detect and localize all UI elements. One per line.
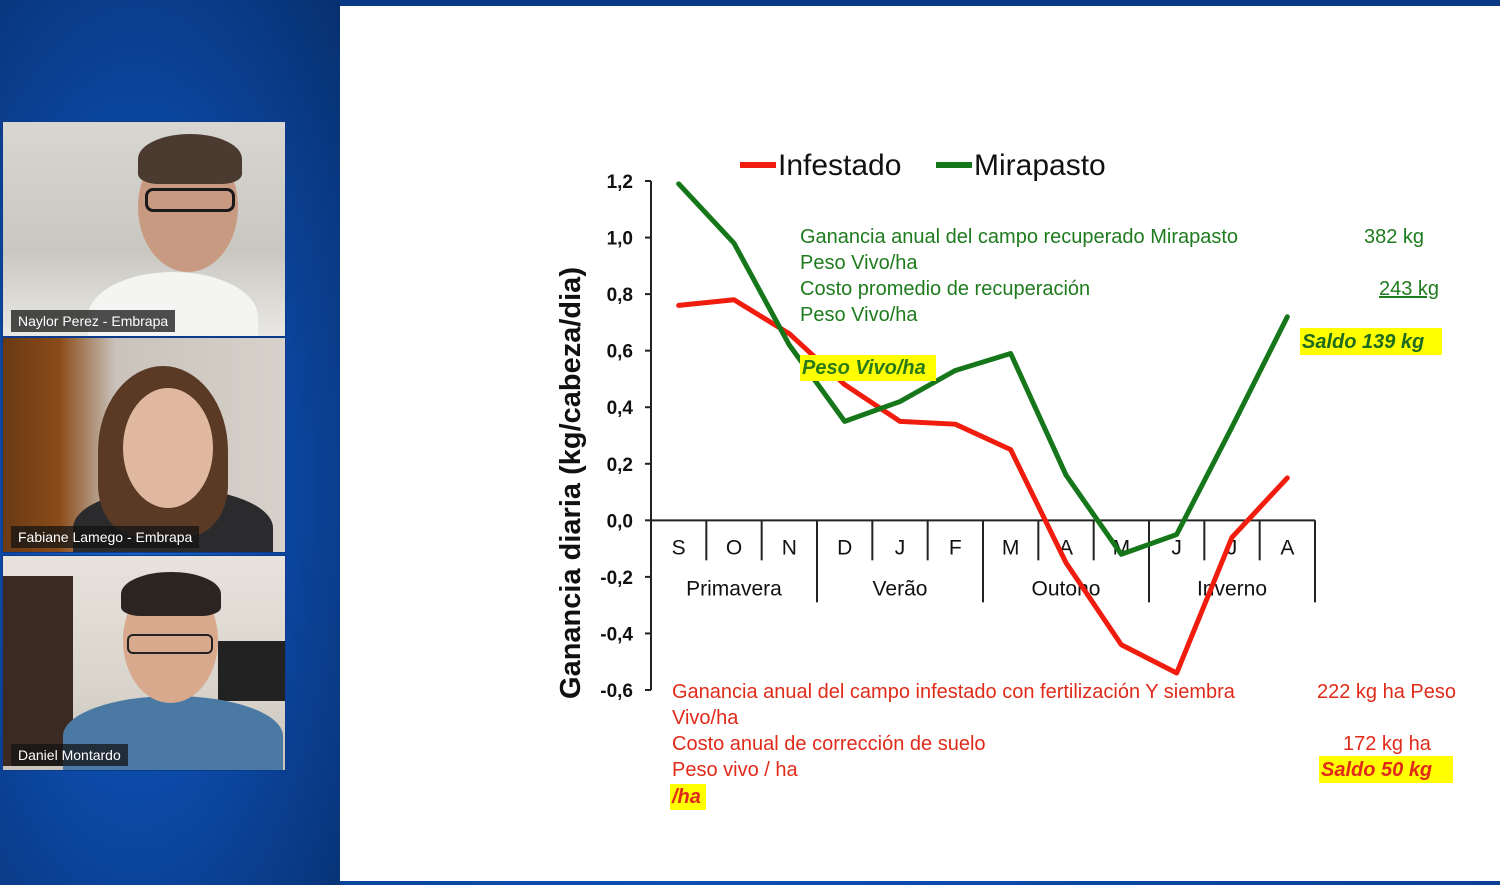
- y-tick-label: -0,6: [600, 681, 633, 702]
- participant-name-label: Fabiane Lamego - Embrapa: [11, 526, 200, 548]
- x-tick-label: A: [1280, 536, 1294, 559]
- red-note-line4: Peso vivo / ha: [672, 759, 799, 781]
- x-tick-label: D: [837, 536, 852, 559]
- shared-slide: Infestado Mirapasto Ganancia diaria (kg/…: [340, 6, 1500, 881]
- glasses: [145, 188, 235, 212]
- red-note-line3-value: 172 kg ha: [1343, 733, 1432, 755]
- legend-label-mirapasto: Mirapasto: [974, 149, 1106, 182]
- legend-label-infestado: Infestado: [778, 149, 901, 182]
- x-tick-label: S: [672, 536, 686, 559]
- red-ha-box: [670, 784, 706, 810]
- y-tick-label: -0,2: [600, 568, 633, 589]
- hair: [138, 134, 242, 184]
- participant-tile-2[interactable]: Fabiane Lamego - Embrapa: [2, 337, 286, 553]
- y-tick-label: 0,6: [607, 342, 633, 363]
- x-tick-label: J: [1171, 536, 1182, 559]
- y-tick-label: -0,4: [600, 624, 633, 645]
- glasses: [127, 634, 213, 654]
- green-saldo-text: Saldo 139 kg: [1302, 331, 1424, 353]
- red-note-line1-value: 222 kg ha Peso: [1317, 681, 1456, 703]
- participant-face: [123, 388, 213, 508]
- chart-legend: Infestado Mirapasto: [740, 149, 1106, 182]
- green-annotation: Ganancia anual del campo recuperado Mira…: [800, 226, 1442, 381]
- chart-axes: 1,2 1,0 0,8 0,6 0,4 0,2 0,0 -0,2 -0,4 -0,6 S O N D J F M…: [600, 172, 1316, 702]
- series-line-mirapasto: [676, 181, 1290, 557]
- green-highlight-box: [800, 355, 936, 381]
- x-tick-label: J: [895, 536, 906, 559]
- top-strip: [340, 0, 1500, 6]
- chart-series: [676, 181, 1290, 676]
- x-tick-label: N: [782, 536, 797, 559]
- green-note-line1: Ganancia anual del campo recuperado Mira…: [800, 226, 1238, 248]
- y-tick-label: 0,2: [607, 455, 633, 476]
- x-tick-label: J: [1227, 536, 1238, 559]
- series-line-infestado: [676, 297, 1290, 676]
- y-tick-label: 1,2: [607, 172, 633, 193]
- red-saldo-box: [1319, 756, 1453, 783]
- x-tick-label: M: [1002, 536, 1020, 559]
- season-label: Primavera: [686, 577, 782, 600]
- bookshelf: [3, 576, 73, 766]
- season-label: Outono: [1032, 577, 1101, 600]
- green-saldo-box: [1300, 328, 1442, 355]
- participant-name-label: Daniel Montardo: [11, 744, 128, 766]
- green-note-line2: Peso Vivo/ha: [800, 252, 918, 274]
- line-chart: Infestado Mirapasto Ganancia diaria (kg/…: [555, 149, 1456, 810]
- x-tick-label: F: [949, 536, 962, 559]
- season-label: Verão: [873, 577, 928, 600]
- hair: [121, 572, 221, 616]
- green-note-line1-value: 382 kg: [1364, 226, 1424, 248]
- x-tick-label: O: [726, 536, 742, 559]
- y-tick-label: 0,0: [607, 511, 633, 532]
- red-note-line2: Vivo/ha: [672, 707, 739, 729]
- red-saldo-text: Saldo 50 kg: [1321, 759, 1432, 781]
- y-tick-label: 0,8: [607, 285, 633, 306]
- green-highlight-text: Peso Vivo/ha: [802, 357, 926, 379]
- green-note-line3-value: 243 kg: [1379, 278, 1439, 300]
- red-ha-text: /ha: [671, 786, 701, 808]
- y-tick-label: 1,0: [607, 229, 633, 250]
- y-tick-label: 0,4: [607, 398, 634, 419]
- y-axis-label: Ganancia diaria (kg/cabeza/dia): [555, 267, 587, 699]
- green-note-line3: Costo promedio de recuperación: [800, 278, 1090, 300]
- participant-tile-3[interactable]: Daniel Montardo: [2, 555, 286, 771]
- participant-name-label: Naylor Perez - Embrapa: [11, 310, 176, 332]
- red-note-line3: Costo anual de corrección de suelo: [672, 733, 986, 755]
- red-note-line1: Ganancia anual del campo infestado con f…: [672, 681, 1236, 703]
- green-note-line4: Peso Vivo/ha: [800, 304, 918, 326]
- monitor: [218, 641, 285, 701]
- red-annotation: Ganancia anual del campo infestado con f…: [670, 681, 1456, 810]
- participant-tile-1[interactable]: Naylor Perez - Embrapa: [2, 121, 286, 337]
